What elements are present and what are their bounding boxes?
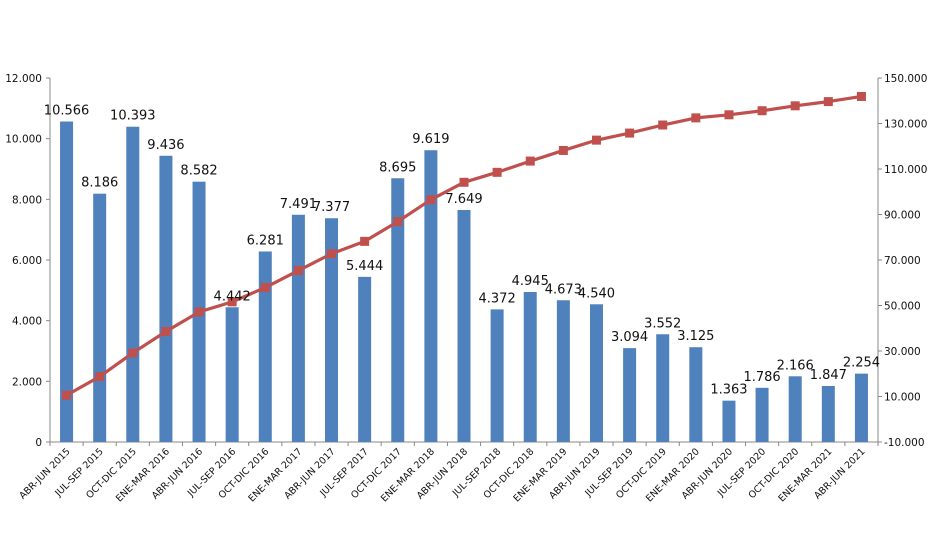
bar xyxy=(589,304,603,442)
left-axis: 0 2.000 4.000 6.000 8.000 10.000 12.000 xyxy=(5,73,879,449)
line-point xyxy=(360,236,370,246)
line-point xyxy=(790,101,800,111)
right-tick-label: 90.000 xyxy=(884,210,921,222)
right-tick-label: 50.000 xyxy=(884,301,921,313)
bar xyxy=(788,376,802,442)
bar-data-label: 3.125 xyxy=(677,329,714,344)
bar xyxy=(159,155,173,443)
bar xyxy=(755,387,769,442)
bar-data-label: 9.619 xyxy=(412,132,449,147)
bar xyxy=(722,400,736,442)
bar-data-label: 1.847 xyxy=(810,368,847,383)
line-point xyxy=(95,372,105,382)
right-axis: -10.000 10.000 30.000 50.000 70.000 90.000 110… xyxy=(877,73,927,449)
left-tick-label: 4.000 xyxy=(12,316,42,328)
right-tick-label: 70.000 xyxy=(884,255,921,267)
right-tick-label: 130.000 xyxy=(884,119,927,131)
line-point xyxy=(426,195,436,205)
line-point xyxy=(492,167,502,177)
line-point xyxy=(757,106,767,116)
bar xyxy=(457,209,471,442)
bar-data-label: 5.444 xyxy=(346,259,383,274)
bar xyxy=(325,218,339,442)
line-point xyxy=(724,110,734,120)
bar-data-label: 8.695 xyxy=(379,160,416,175)
bar-data-label: 2.254 xyxy=(843,356,880,371)
bar xyxy=(391,178,405,443)
bar-data-label: 8.186 xyxy=(81,176,118,191)
line-point xyxy=(691,113,701,123)
line-point xyxy=(62,390,72,400)
line-series xyxy=(62,91,866,400)
left-tick-label: 2.000 xyxy=(12,376,42,388)
line-point xyxy=(260,283,270,293)
line-point xyxy=(856,91,866,101)
bar-data-label: 3.094 xyxy=(611,330,648,345)
bar xyxy=(126,126,140,442)
left-tick-label: 12.000 xyxy=(5,73,42,85)
line-point xyxy=(459,177,469,187)
bar xyxy=(490,309,504,442)
bar xyxy=(291,214,305,442)
bar-data-label: 4.372 xyxy=(479,291,516,306)
right-tick-label: 10.000 xyxy=(884,392,921,404)
bar-data-label: 9.436 xyxy=(147,138,184,153)
bar-data-label: 10.566 xyxy=(44,103,90,118)
line-point xyxy=(558,145,568,155)
left-tick-label: 8.000 xyxy=(12,194,42,206)
bar xyxy=(60,121,74,443)
right-tick-label: 110.000 xyxy=(884,164,927,176)
bar-series xyxy=(60,121,868,443)
bar-data-label: 4.673 xyxy=(545,282,582,297)
left-tick-label: 10.000 xyxy=(5,134,42,146)
line-point xyxy=(823,97,833,107)
bar xyxy=(358,276,372,442)
bar-data-label: 3.552 xyxy=(644,316,681,331)
bar xyxy=(225,307,239,442)
bar xyxy=(689,347,703,442)
line-point xyxy=(293,266,303,276)
bar-data-label: 7.649 xyxy=(445,192,482,207)
bar xyxy=(556,300,570,442)
bar xyxy=(258,251,272,442)
line-point xyxy=(625,128,635,138)
line-point xyxy=(194,307,204,317)
bar-data-label: 4.540 xyxy=(578,286,615,301)
line-point xyxy=(591,135,601,145)
bar xyxy=(656,334,670,442)
left-tick-label: 0 xyxy=(35,437,42,449)
bar xyxy=(854,373,868,442)
bar xyxy=(623,348,637,442)
bar xyxy=(523,292,537,442)
bar xyxy=(821,385,835,442)
line-point xyxy=(161,326,171,336)
bar-data-label: 4.442 xyxy=(214,289,251,304)
line-point xyxy=(393,217,403,227)
line-point xyxy=(227,297,237,307)
bar xyxy=(424,150,438,442)
bar-data-label: 1.786 xyxy=(743,370,780,385)
data-labels: 10.566 8.186 10.393 9.436 8.582 4.442 6.281 7.4… xyxy=(44,103,880,397)
left-tick-label: 6.000 xyxy=(12,255,42,267)
line-point xyxy=(525,156,535,166)
bar-data-label: 6.281 xyxy=(247,233,284,248)
line-point xyxy=(658,120,668,130)
bar-data-label: 10.393 xyxy=(110,109,156,124)
line-point xyxy=(128,348,138,358)
right-tick-label: 150.000 xyxy=(884,73,927,85)
right-tick-label: -10.000 xyxy=(884,437,925,449)
bar-data-label: 7.491 xyxy=(280,197,317,212)
bar-data-label: 2.166 xyxy=(777,358,814,373)
line-point xyxy=(327,249,337,259)
bar-data-label: 7.377 xyxy=(313,200,350,215)
bar xyxy=(93,193,107,442)
bar-data-label: 4.945 xyxy=(512,274,549,289)
right-tick-label: 30.000 xyxy=(884,346,921,358)
bar-data-label: 1.363 xyxy=(710,383,747,398)
bar-data-label: 8.582 xyxy=(180,164,217,179)
